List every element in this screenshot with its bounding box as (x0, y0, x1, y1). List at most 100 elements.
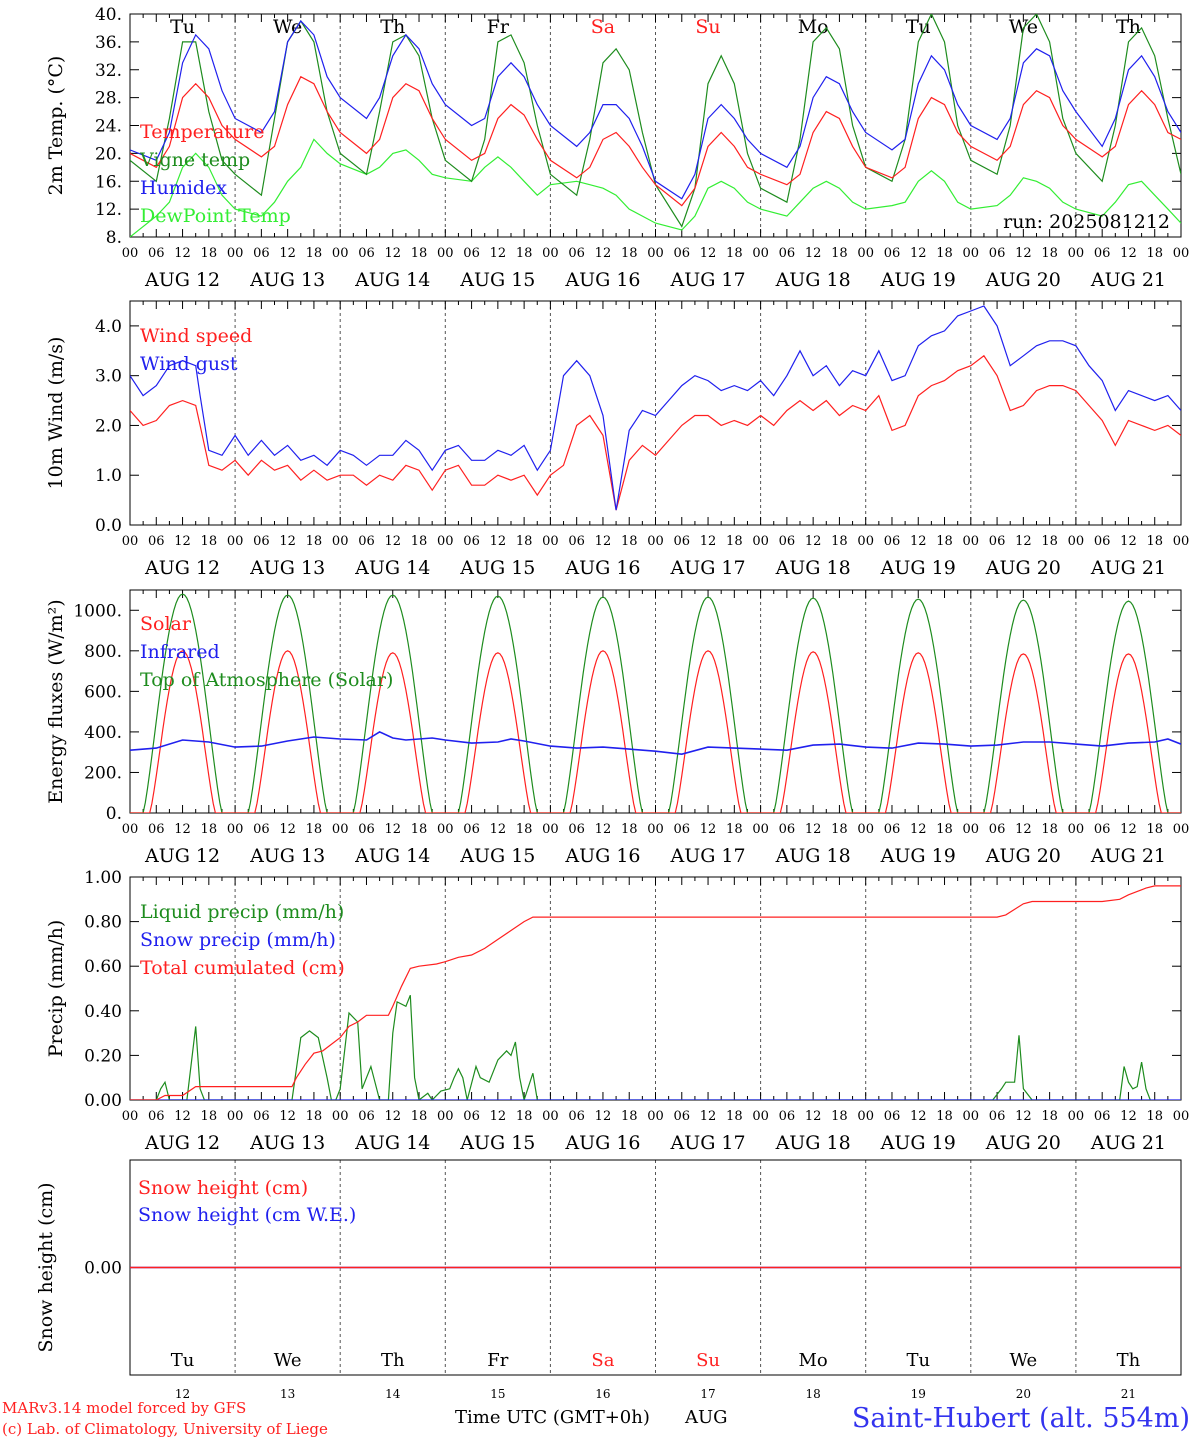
hour-label: 12 (805, 534, 822, 549)
hour-label: 18 (1041, 246, 1058, 261)
hour-label: 00 (332, 534, 349, 549)
hour-label: 00 (542, 246, 559, 261)
footer-credit-line: (c) Lab. of Climatology, University of L… (2, 1420, 328, 1438)
y-tick-label: 0.60 (84, 957, 122, 977)
date-label: AUG 15 (459, 845, 535, 867)
y-tick-label: 0.0 (95, 516, 122, 536)
day-number-label: 13 (280, 1387, 295, 1401)
hour-label: 18 (201, 246, 218, 261)
hour-label: 06 (674, 1109, 691, 1124)
hour-label: 00 (857, 534, 874, 549)
panel-wind: 00 06 12 18 00 06 12 18 00 06 12 18 00 06 12 18 00 06 12 18… (45, 300, 1190, 579)
hour-label: 00 (332, 246, 349, 261)
y-tick-label: 0.40 (84, 1002, 122, 1022)
date-label: AUG 18 (775, 557, 851, 579)
hour-label: 00 (332, 1109, 349, 1124)
date-label: AUG 13 (249, 1132, 325, 1154)
hour-label: 18 (306, 1109, 323, 1124)
hour-label: 00 (752, 534, 769, 549)
date-label: AUG 16 (564, 1132, 640, 1154)
y-tick-label: 1.0 (95, 466, 122, 486)
hour-label: 18 (621, 822, 638, 837)
hour-label: 12 (1120, 1109, 1137, 1124)
hour-label: 00 (542, 822, 559, 837)
day-abbr-label: Th (380, 16, 405, 38)
hour-label: 18 (1146, 822, 1163, 837)
day-abbr-label: Su (696, 1350, 720, 1371)
hour-label: 00 (647, 822, 664, 837)
y-axis-title: Snow height (cm) (35, 1182, 57, 1352)
hour-label: 12 (1120, 534, 1137, 549)
legend-entry: Snow height (cm W.E.) (138, 1204, 356, 1226)
plot-frame (129, 589, 1182, 814)
day-abbr-label: Tu (171, 1350, 195, 1371)
hour-label: 00 (752, 1109, 769, 1124)
hour-label: 12 (700, 246, 717, 261)
legend-entry: Snow height (cm) (138, 1177, 308, 1199)
date-label: AUG 17 (669, 845, 745, 867)
hour-label: 00 (647, 1109, 664, 1124)
hour-label: 06 (358, 534, 375, 549)
date-label: AUG 13 (249, 557, 325, 579)
y-tick-label: 8. (106, 228, 122, 248)
hour-label: 06 (779, 822, 796, 837)
hour-label: 06 (358, 246, 375, 261)
date-label: AUG 20 (985, 269, 1061, 291)
hour-label: 12 (174, 246, 191, 261)
date-label: AUG 12 (144, 557, 220, 579)
day-number-label: 18 (806, 1387, 821, 1401)
date-label: AUG 14 (354, 557, 430, 579)
day-abbr-label: We (1009, 16, 1038, 38)
hour-label: 06 (884, 246, 901, 261)
date-label: AUG 18 (775, 845, 851, 867)
hour-label: 12 (1015, 822, 1032, 837)
hour-label: 00 (963, 246, 980, 261)
date-label: AUG 17 (669, 1132, 745, 1154)
hour-label: 00 (1173, 822, 1190, 837)
hour-label: 18 (936, 1109, 953, 1124)
hour-label: 18 (936, 246, 953, 261)
hour-label: 00 (227, 822, 244, 837)
hour-label: 00 (857, 1109, 874, 1124)
hour-label: 06 (463, 246, 480, 261)
y-tick-label: 0.80 (84, 913, 122, 933)
hour-label: 12 (384, 534, 401, 549)
day-abbr-label: We (1010, 1350, 1038, 1371)
hour-label: 12 (384, 1109, 401, 1124)
hour-label: 00 (542, 534, 559, 549)
hour-label: 00 (122, 246, 139, 261)
hour-label: 06 (989, 246, 1006, 261)
y-tick-label: 32. (95, 61, 122, 81)
date-label: AUG 13 (249, 845, 325, 867)
y-tick-label: 2.0 (95, 416, 122, 436)
hour-label: 06 (1094, 246, 1111, 261)
hour-label: 06 (674, 246, 691, 261)
hour-label: 00 (752, 822, 769, 837)
hour-label: 18 (1041, 1109, 1058, 1124)
series-line-red (130, 75, 1181, 207)
y-tick-label: 0.00 (84, 1091, 122, 1111)
legend-entry: DewPoint Temp (140, 205, 291, 227)
hour-label: 06 (884, 1109, 901, 1124)
hour-label: 18 (726, 246, 743, 261)
date-label: AUG 18 (775, 269, 851, 291)
hour-label: 06 (1094, 822, 1111, 837)
hour-label: 12 (805, 822, 822, 837)
date-label: AUG 17 (669, 269, 745, 291)
hour-label: 06 (358, 822, 375, 837)
hour-label: 06 (1094, 1109, 1111, 1124)
hour-label: 18 (621, 534, 638, 549)
day-abbr-label: Th (381, 1350, 405, 1371)
hour-label: 12 (490, 246, 507, 261)
hour-label: 12 (174, 822, 191, 837)
hour-label: 18 (1041, 534, 1058, 549)
hour-label: 18 (621, 1109, 638, 1124)
y-tick-label: 800. (84, 642, 122, 662)
hour-label: 12 (490, 534, 507, 549)
series-line-red (130, 650, 1181, 813)
hour-label: 00 (122, 534, 139, 549)
day-number-label: 21 (1121, 1387, 1136, 1401)
hour-label: 12 (910, 534, 927, 549)
hour-label: 06 (989, 534, 1006, 549)
hour-label: 00 (1173, 534, 1190, 549)
